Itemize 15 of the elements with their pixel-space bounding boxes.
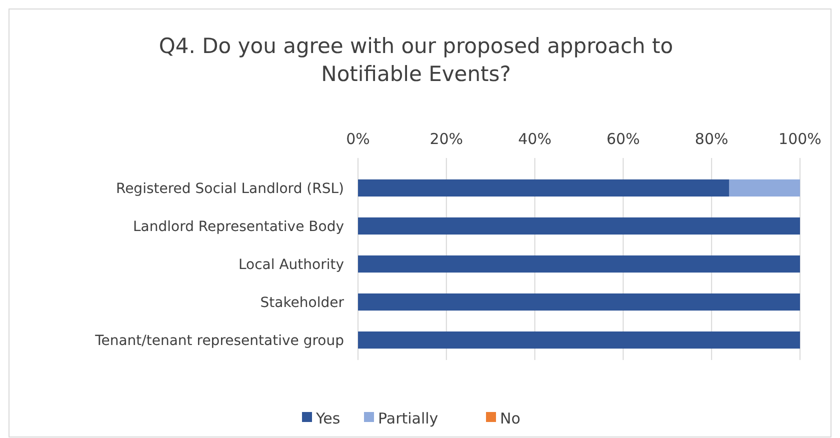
y-tick-label: Registered Social Landlord (RSL): [116, 180, 344, 197]
y-tick-label: Landlord Representative Body: [132, 218, 344, 235]
legend-label: No: [500, 409, 520, 428]
x-tick-label: 100%: [778, 130, 822, 148]
chart-title: Q4. Do you agree with our proposed approach to Notifiable Events?: [158, 34, 674, 86]
x-tick-label: 20%: [430, 130, 464, 148]
legend-label: Yes: [315, 409, 340, 428]
y-tick-label: Local Authority: [238, 256, 344, 273]
x-tick-label: 40%: [518, 130, 552, 148]
x-tick-label: 80%: [694, 130, 728, 148]
legend-label: Partially: [378, 409, 438, 428]
y-tick-label: Stakeholder: [260, 294, 344, 311]
x-tick-label: 0%: [346, 130, 370, 148]
y-tick-label: Tenant/tenant representative group: [94, 332, 344, 349]
x-tick-label: 60%: [606, 130, 640, 148]
